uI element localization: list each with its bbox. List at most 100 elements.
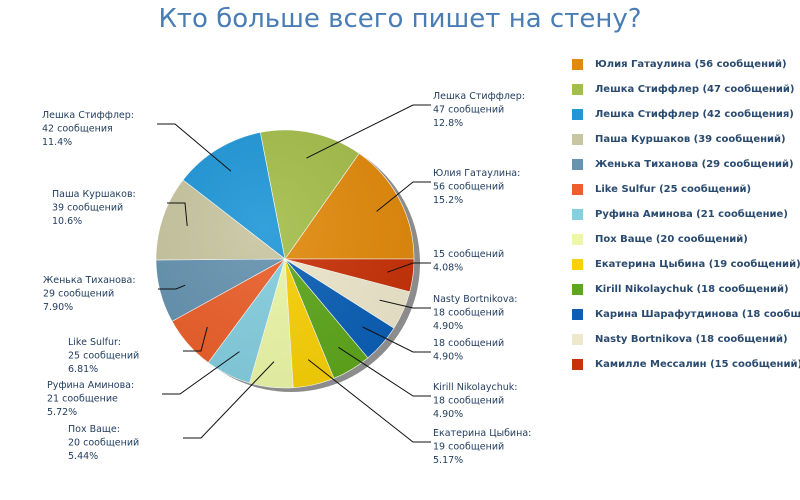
slice-label: Nasty Bortnikova: 18 сообщений 4.90%	[433, 294, 517, 332]
pie-sheen	[156, 130, 414, 388]
slice-label-line: Nasty Bortnikova:	[433, 294, 517, 305]
slice-label: Kirill Nikolaychuk: 18 сообщений 4.90%	[433, 382, 517, 420]
leader-line	[158, 284, 186, 290]
legend-label: Камилле Мессалин (15 сообщений)	[595, 359, 800, 370]
chart-title: Кто больше всего пишет на стену?	[158, 4, 642, 34]
slice-label-line: 15 сообщений	[433, 249, 504, 260]
slice-label-line: 29 сообщений	[43, 289, 114, 300]
slice-label-line: Пох Ваще:	[68, 424, 120, 435]
slice-label-line: 42 сообщения	[42, 124, 113, 135]
legend-swatch	[572, 284, 583, 295]
slice-labels: Юлия Гатаулина: 56 сообщений 15.2% Лешка Ст…	[42, 91, 531, 466]
legend-swatch	[572, 184, 583, 195]
legend-item[interactable]: Руфина Аминова (21 сообщение)	[570, 202, 800, 227]
slice-label-line: Паша Куршаков:	[52, 189, 136, 200]
leader-line	[183, 326, 208, 352]
slice-label-line: 11.4%	[42, 137, 72, 148]
slice-label: Юлия Гатаулина: 56 сообщений 15.2%	[433, 168, 520, 206]
legend-item[interactable]: Юлия Гатаулина (56 сообщений)	[570, 52, 800, 77]
slice-label: Лешка Стиффлер: 47 сообщений 12.8%	[433, 91, 525, 129]
legend-swatch	[572, 234, 583, 245]
slice-label-line: 10.6%	[52, 216, 82, 227]
legend-label: Юлия Гатаулина (56 сообщений)	[595, 59, 787, 70]
slice-label-line: 7.90%	[43, 302, 73, 313]
slice-label-line: 39 сообщений	[52, 203, 123, 214]
leader-line	[338, 346, 431, 397]
leader-line	[379, 299, 431, 309]
slice-label-line: 4.90%	[433, 409, 463, 420]
legend-swatch	[572, 309, 583, 320]
legend-swatch	[572, 59, 583, 70]
leader-line	[183, 361, 275, 439]
legend-label: Like Sulfur (25 сообщений)	[595, 184, 752, 195]
slice-label-line: 5.44%	[68, 451, 98, 462]
legend-label: Лешка Стиффлер (42 сообщения)	[595, 109, 794, 120]
legend-item[interactable]: Лешка Стиффлер (42 сообщения)	[570, 102, 800, 127]
slice-label-line: 5.72%	[47, 407, 77, 418]
legend-item[interactable]: Kirill Nikolaychuk (18 сообщений)	[570, 277, 800, 302]
slice-label: Пох Ваще: 20 сообщений 5.44%	[68, 424, 139, 462]
legend-swatch	[572, 359, 583, 370]
slice-label-line: Юлия Гатаулина:	[433, 168, 520, 179]
legend-label: Лешка Стиффлер (47 сообщений)	[595, 84, 795, 95]
legend-label: Nasty Bortnikova (18 сообщений)	[595, 334, 788, 345]
legend-swatch	[572, 109, 583, 120]
legend-swatch	[572, 84, 583, 95]
legend: Юлия Гатаулина (56 сообщений) Лешка Стифф…	[570, 52, 800, 377]
legend-label: Женька Тиханова (29 сообщений)	[595, 159, 794, 170]
slice-label-line: 18 сообщений	[433, 396, 504, 407]
slice-label-line: Руфина Аминова:	[47, 380, 134, 391]
slice-label-line: 4.90%	[433, 321, 463, 332]
slice-label: Руфина Аминова: 21 сообщение 5.72%	[47, 380, 134, 418]
legend-item[interactable]: Камилле Мессалин (15 сообщений)	[570, 352, 800, 377]
leader-line	[376, 181, 431, 212]
legend-item[interactable]: Паша Куршаков (39 сообщений)	[570, 127, 800, 152]
leader-line	[167, 202, 188, 227]
legend-item[interactable]: Лешка Стиффлер (47 сообщений)	[570, 77, 800, 102]
slice-label-line: 20 сообщений	[68, 438, 139, 449]
slice-label-line: 56 сообщений	[433, 182, 504, 193]
slice-label: 15 сообщений 4.08%	[433, 249, 504, 274]
legend-swatch	[572, 209, 583, 220]
legend-swatch	[572, 259, 583, 270]
slice-label-line: 5.17%	[433, 455, 463, 466]
slice-label-line: 19 сообщений	[433, 442, 504, 453]
leader-line	[157, 123, 232, 172]
slice-label-line: 15.2%	[433, 195, 463, 206]
legend-item[interactable]: Женька Тиханова (29 сообщений)	[570, 152, 800, 177]
slice-label-line: Лешка Стиффлер:	[433, 91, 525, 102]
leader-line	[307, 359, 431, 443]
legend-item[interactable]: Пох Ваще (20 сообщений)	[570, 227, 800, 252]
slice-label-line: 25 сообщений	[68, 351, 139, 362]
slice-label-line: 4.90%	[433, 352, 463, 363]
legend-label: Паша Куршаков (39 сообщений)	[595, 134, 786, 145]
slice-label-line: 12.8%	[433, 118, 463, 129]
legend-item[interactable]: Like Sulfur (25 сообщений)	[570, 177, 800, 202]
slice-label: Екатерина Цыбина: 19 сообщений 5.17%	[433, 428, 531, 466]
slice-label-line: 18 сообщений	[433, 308, 504, 319]
slice-label-line: 21 сообщение	[47, 394, 118, 405]
slice-label-line: Kirill Nikolaychuk:	[433, 382, 517, 393]
legend-label: Пох Ваще (20 сообщений)	[595, 234, 748, 245]
leader-line	[387, 262, 431, 273]
slice-label-line: Екатерина Цыбина:	[433, 428, 531, 439]
legend-swatch	[572, 334, 583, 345]
legend-label: Руфина Аминова (21 сообщение)	[595, 209, 788, 220]
legend-label: Карина Шарафутдинова (18 сообщений)	[595, 309, 800, 320]
slice-label-line: Лешка Стиффлер:	[42, 110, 134, 121]
legend-item[interactable]: Карина Шарафутдинова (18 сообщений)	[570, 302, 800, 327]
legend-swatch	[572, 134, 583, 145]
leader-lines	[157, 104, 431, 443]
slice-label-line: 6.81%	[68, 364, 98, 375]
slice-label: Паша Куршаков: 39 сообщений 10.6%	[52, 189, 136, 227]
legend-label: Екатерина Цыбина (19 сообщений)	[595, 259, 800, 270]
pie-chart: Юлия Гатаулина: 56 сообщений 15.2% Лешка Ст…	[42, 91, 531, 466]
slice-label: Лешка Стиффлер: 42 сообщения 11.4%	[42, 110, 134, 148]
slice-label-line: 18 сообщений	[433, 338, 504, 349]
slice-label: Женька Тиханова: 29 сообщений 7.90%	[43, 275, 136, 313]
slice-label-line: Женька Тиханова:	[43, 275, 136, 286]
legend-item[interactable]: Nasty Bortnikova (18 сообщений)	[570, 327, 800, 352]
legend-item[interactable]: Екатерина Цыбина (19 сообщений)	[570, 252, 800, 277]
leader-line	[362, 326, 431, 353]
slice-label-line: 47 сообщений	[433, 105, 504, 116]
